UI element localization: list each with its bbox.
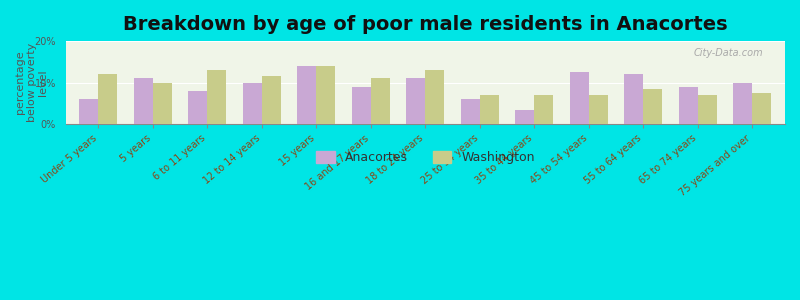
Legend: Anacortes, Washington: Anacortes, Washington [310,146,540,169]
Bar [570,72,589,124]
Bar [406,78,426,124]
Bar [153,82,172,124]
Bar [79,99,98,124]
Bar [678,87,698,124]
Bar [589,95,608,124]
Bar [480,95,499,124]
Bar [371,78,390,124]
Bar [298,66,316,124]
Bar [643,89,662,124]
Bar [534,95,554,124]
Bar [98,74,118,124]
Bar [134,78,153,124]
Title: Breakdown by age of poor male residents in Anacortes: Breakdown by age of poor male residents … [123,15,728,34]
Bar [242,82,262,124]
Bar [207,70,226,124]
Bar [734,82,752,124]
Bar [461,99,480,124]
Bar [515,110,534,124]
Bar [698,95,717,124]
Y-axis label: percentage
below poverty
level: percentage below poverty level [15,43,48,122]
Bar [316,66,335,124]
Bar [262,76,281,124]
Bar [352,87,371,124]
Bar [426,70,444,124]
Bar [188,91,207,124]
Bar [752,93,771,124]
Bar [624,74,643,124]
Text: City-Data.com: City-Data.com [694,48,763,58]
